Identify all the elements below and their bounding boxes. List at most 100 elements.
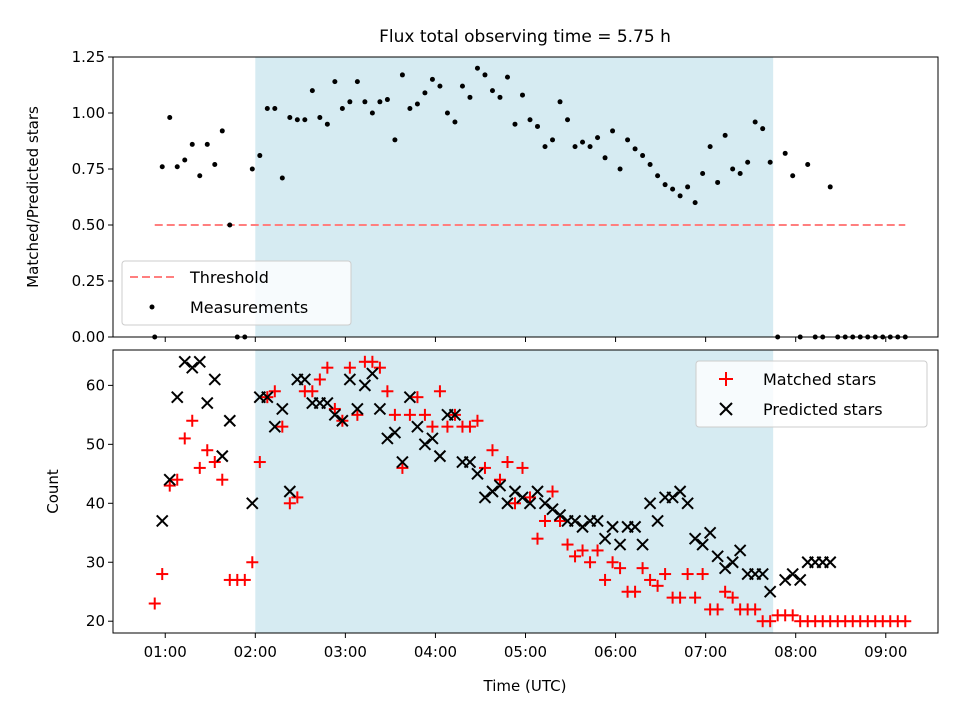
predicted-star-point xyxy=(726,556,739,569)
predicted-star-point xyxy=(388,426,402,439)
measurement-point xyxy=(670,186,676,192)
measurement-point xyxy=(249,166,255,172)
matched-star-point xyxy=(373,361,386,374)
predicted-star-point xyxy=(471,467,484,481)
matched-star-point xyxy=(163,479,176,492)
matched-star-point xyxy=(193,461,206,474)
measurement-point xyxy=(519,92,525,98)
legend-measurements-swatch xyxy=(149,304,155,310)
matched-star-point xyxy=(253,456,266,469)
predicted-star-point xyxy=(298,373,312,386)
matched-star-point xyxy=(749,603,762,616)
matched-star-point xyxy=(396,461,409,474)
matched-star-point xyxy=(591,544,604,557)
y-tick-label: 0.25 xyxy=(72,272,105,290)
matched-star-point xyxy=(208,456,221,469)
measurement-point xyxy=(805,162,811,168)
top-axes-frame xyxy=(112,56,939,338)
top-x-axis-ticks xyxy=(164,337,887,342)
matched-star-point xyxy=(719,585,732,598)
matched-star-point xyxy=(426,420,439,433)
predicted-star-point xyxy=(381,432,394,445)
x-tick-label: 02:00 xyxy=(234,643,277,661)
predicted-star-point xyxy=(493,479,507,492)
predicted-star-point xyxy=(546,502,559,516)
measurement-point xyxy=(437,83,443,89)
predicted-star-point xyxy=(606,520,619,534)
measurement-point xyxy=(610,128,616,134)
measurement-point xyxy=(572,144,578,150)
legend-measurements-label: Measurements xyxy=(190,298,308,317)
measurement-point xyxy=(497,94,503,100)
predicted-star-point xyxy=(576,520,589,534)
bottom-x-axis-ticks: 01:00 02:00 03:00 04:00 05:00 06:00 07:00 08:00… xyxy=(144,633,907,661)
matched-star-point xyxy=(291,491,304,504)
x-tick-label: 09:00 xyxy=(864,643,907,661)
measurement-point xyxy=(339,106,345,112)
measurement-point xyxy=(287,114,293,120)
predicted-star-point xyxy=(171,390,184,404)
matched-star-point xyxy=(689,591,702,604)
matched-star-point xyxy=(599,573,612,586)
measurement-point xyxy=(489,88,495,94)
matched-star-point xyxy=(561,538,574,551)
predicted-star-point xyxy=(531,485,544,498)
y-tick-label: 20 xyxy=(86,612,105,630)
predicted-star-point xyxy=(433,449,447,463)
measurement-point xyxy=(302,117,308,123)
matched-star-point xyxy=(614,562,627,575)
matched-star-point xyxy=(418,408,431,421)
predicted-star-point xyxy=(756,567,769,581)
matched-star-point xyxy=(216,473,229,486)
matched-star-point xyxy=(186,414,199,427)
predicted-star-point xyxy=(246,497,259,510)
measurement-point xyxy=(354,79,360,85)
measurement-point xyxy=(159,164,165,170)
measurement-point xyxy=(617,166,623,172)
measurement-point xyxy=(677,193,683,199)
predicted-star-point xyxy=(261,390,274,404)
bottom-y-axis-label: Count xyxy=(44,469,62,514)
measurement-point xyxy=(752,119,758,125)
measurement-point xyxy=(587,144,593,150)
measurement-point xyxy=(459,83,465,89)
matched-star-point xyxy=(899,615,912,628)
measurement-point xyxy=(279,175,285,181)
measurement-point xyxy=(647,162,653,168)
measurement-point xyxy=(535,123,541,129)
predicted-star-point xyxy=(598,532,612,545)
measurement-point xyxy=(362,99,368,105)
predicted-star-point xyxy=(516,491,529,504)
measurement-point xyxy=(264,106,270,112)
predicted-star-point xyxy=(553,508,567,522)
predicted-star-point xyxy=(336,414,349,427)
measurement-point xyxy=(399,72,405,78)
measurement-point xyxy=(377,99,383,105)
measurement-point xyxy=(182,157,188,163)
matched-star-point xyxy=(674,591,687,604)
y-tick-label: 1.25 xyxy=(72,48,105,66)
matched-stars-points xyxy=(148,355,912,628)
measurement-point xyxy=(212,162,218,168)
measurement-point xyxy=(422,90,428,96)
measurement-point xyxy=(512,121,518,127)
matched-star-point xyxy=(433,385,446,398)
measurement-point xyxy=(384,97,390,103)
legend-threshold-label: Threshold xyxy=(189,268,269,287)
legend-matched-label: Matched stars xyxy=(763,370,876,389)
measurement-point xyxy=(715,179,721,185)
measurement-point xyxy=(580,139,586,145)
matched-star-point xyxy=(441,420,454,433)
measurement-point xyxy=(504,74,510,80)
matched-star-point xyxy=(178,432,191,445)
matched-star-point xyxy=(711,603,724,616)
x-tick-label: 07:00 xyxy=(684,643,727,661)
legend-matched-swatch xyxy=(719,372,733,386)
predicted-star-point xyxy=(186,361,199,374)
y-tick-label: 40 xyxy=(86,494,105,512)
predicted-star-point xyxy=(223,414,236,427)
predicted-star-point xyxy=(283,485,297,498)
measurement-point xyxy=(174,164,180,170)
measurement-point xyxy=(309,88,315,94)
legend-predicted-label: Predicted stars xyxy=(763,400,883,419)
